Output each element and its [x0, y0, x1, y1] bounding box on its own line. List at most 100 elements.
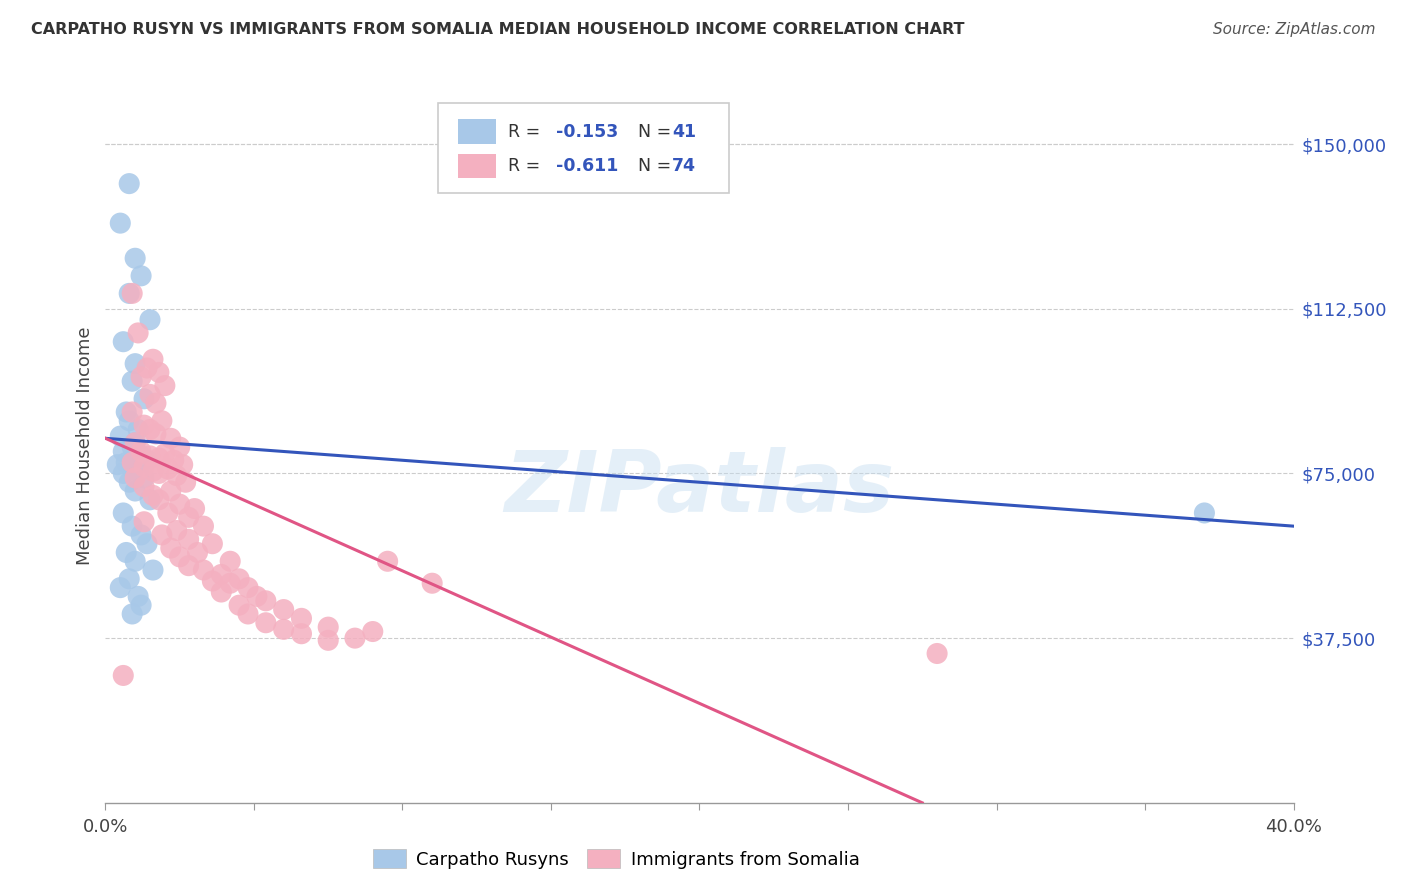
Point: [1194, 506, 1216, 520]
Text: CARPATHO RUSYN VS IMMIGRANTS FROM SOMALIA MEDIAN HOUSEHOLD INCOME CORRELATION CH: CARPATHO RUSYN VS IMMIGRANTS FROM SOMALI…: [31, 22, 965, 37]
Point: [153, 447, 176, 461]
Point: [163, 453, 186, 467]
Point: [127, 423, 149, 437]
Point: [139, 387, 162, 401]
Point: [118, 475, 141, 490]
Point: [132, 515, 155, 529]
Point: [136, 453, 159, 467]
Point: [166, 524, 188, 538]
Point: [129, 268, 152, 283]
FancyBboxPatch shape: [458, 120, 496, 144]
Text: ZIPatlas: ZIPatlas: [505, 447, 894, 531]
Point: [209, 567, 232, 582]
Point: [145, 426, 167, 441]
Point: [228, 572, 250, 586]
Point: [148, 467, 170, 481]
Point: [121, 405, 143, 419]
Point: [124, 357, 146, 371]
Point: [132, 418, 155, 433]
Point: [236, 607, 259, 621]
Point: [118, 286, 141, 301]
Point: [254, 615, 277, 630]
Point: [153, 378, 176, 392]
Text: -0.611: -0.611: [555, 157, 619, 175]
Point: [219, 576, 242, 591]
Point: [139, 312, 162, 326]
Text: 74: 74: [672, 157, 696, 175]
Point: [254, 594, 277, 608]
Point: [148, 492, 170, 507]
Point: [124, 435, 146, 450]
FancyBboxPatch shape: [458, 153, 496, 178]
Point: [166, 468, 188, 483]
Point: [118, 572, 141, 586]
Point: [145, 396, 167, 410]
Point: [927, 647, 949, 661]
Point: [177, 510, 200, 524]
Point: [156, 506, 179, 520]
Point: [193, 563, 215, 577]
Point: [246, 590, 269, 604]
Point: [139, 423, 162, 437]
Point: [156, 462, 179, 476]
Point: [228, 598, 250, 612]
Point: [124, 252, 146, 266]
Point: [159, 541, 181, 555]
Point: [115, 405, 138, 419]
Point: [105, 458, 128, 472]
Point: [169, 497, 191, 511]
Point: [121, 462, 143, 476]
Point: [110, 581, 132, 595]
Point: [183, 501, 205, 516]
Point: [142, 464, 165, 478]
Point: [290, 626, 312, 640]
Point: [110, 216, 132, 230]
Point: [129, 444, 152, 458]
Point: [273, 623, 295, 637]
Point: [127, 464, 149, 478]
Point: [136, 537, 159, 551]
Point: [121, 440, 143, 454]
Text: 41: 41: [672, 123, 696, 141]
Point: [159, 431, 181, 445]
Point: [112, 668, 135, 682]
Point: [159, 483, 181, 498]
Point: [139, 492, 162, 507]
Point: [361, 624, 384, 639]
Point: [129, 449, 152, 463]
Point: [142, 352, 165, 367]
Text: -0.153: -0.153: [555, 123, 619, 141]
Point: [142, 488, 165, 502]
Point: [148, 366, 170, 380]
Point: [290, 611, 312, 625]
Text: R =: R =: [508, 123, 546, 141]
Point: [129, 528, 152, 542]
FancyBboxPatch shape: [439, 103, 730, 193]
Point: [174, 475, 197, 490]
Point: [201, 574, 224, 588]
Point: [110, 429, 132, 443]
Point: [150, 414, 173, 428]
Point: [132, 471, 155, 485]
Point: [273, 602, 295, 616]
Point: [132, 392, 155, 406]
Point: [139, 449, 162, 463]
Point: [124, 554, 146, 568]
Point: [142, 563, 165, 577]
Point: [236, 581, 259, 595]
Legend: Carpatho Rusyns, Immigrants from Somalia: Carpatho Rusyns, Immigrants from Somalia: [366, 841, 866, 876]
Point: [132, 459, 155, 474]
Point: [186, 545, 208, 559]
Point: [209, 585, 232, 599]
Point: [420, 576, 443, 591]
Point: [136, 361, 159, 376]
Point: [112, 444, 135, 458]
Point: [177, 558, 200, 573]
Text: Source: ZipAtlas.com: Source: ZipAtlas.com: [1212, 22, 1375, 37]
Point: [129, 369, 152, 384]
Point: [121, 607, 143, 621]
Point: [169, 440, 191, 454]
Point: [124, 471, 146, 485]
Point: [112, 506, 135, 520]
Point: [193, 519, 215, 533]
